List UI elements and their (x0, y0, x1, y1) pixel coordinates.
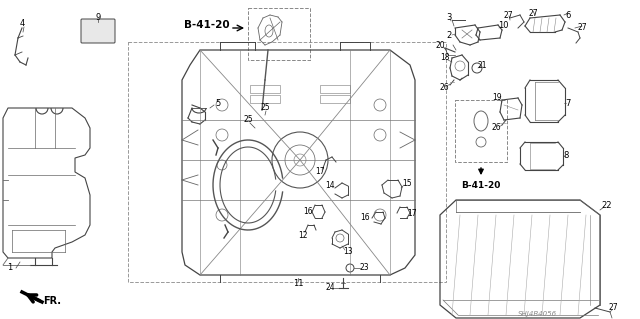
Text: 25: 25 (260, 103, 270, 113)
Text: 2: 2 (446, 31, 452, 40)
Bar (250, 95, 280, 103)
Bar (248, 8, 310, 60)
Text: 26: 26 (439, 83, 449, 92)
Text: 4: 4 (19, 19, 24, 28)
Text: 14: 14 (325, 182, 335, 190)
Text: 26: 26 (491, 123, 501, 132)
Text: 20: 20 (435, 41, 445, 49)
Bar (455, 100, 507, 162)
Text: 5: 5 (216, 99, 221, 108)
Text: 13: 13 (343, 248, 353, 256)
Text: 17: 17 (315, 167, 325, 176)
Text: 19: 19 (492, 93, 502, 101)
Text: 23: 23 (359, 263, 369, 272)
Text: 22: 22 (602, 201, 612, 210)
Bar (128, 42, 446, 282)
Text: 3: 3 (446, 12, 452, 21)
Text: 25: 25 (243, 115, 253, 124)
Bar (250, 85, 280, 93)
Text: SHJ4B4056: SHJ4B4056 (518, 311, 557, 317)
Text: 21: 21 (477, 61, 487, 70)
Text: B-41-20: B-41-20 (184, 20, 230, 30)
Text: 8: 8 (563, 151, 569, 160)
Text: 18: 18 (440, 54, 450, 63)
Bar (320, 95, 350, 103)
Text: 7: 7 (565, 99, 571, 108)
Text: 16: 16 (360, 213, 370, 222)
Text: FR.: FR. (43, 296, 61, 306)
Text: 16: 16 (303, 207, 313, 217)
Text: 27: 27 (503, 11, 513, 19)
Text: 24: 24 (325, 284, 335, 293)
Text: 1: 1 (8, 263, 13, 272)
Text: 15: 15 (402, 179, 412, 188)
Text: 11: 11 (292, 279, 303, 288)
Text: 27: 27 (528, 9, 538, 18)
Text: B-41-20: B-41-20 (461, 181, 500, 189)
Text: 27: 27 (608, 303, 618, 313)
Bar (320, 85, 350, 93)
Text: 6: 6 (565, 11, 571, 19)
FancyBboxPatch shape (81, 19, 115, 43)
Text: 9: 9 (95, 12, 100, 21)
Text: 17: 17 (407, 209, 417, 218)
Text: 12: 12 (298, 232, 308, 241)
Text: 27: 27 (577, 24, 587, 33)
Text: 10: 10 (498, 20, 508, 29)
